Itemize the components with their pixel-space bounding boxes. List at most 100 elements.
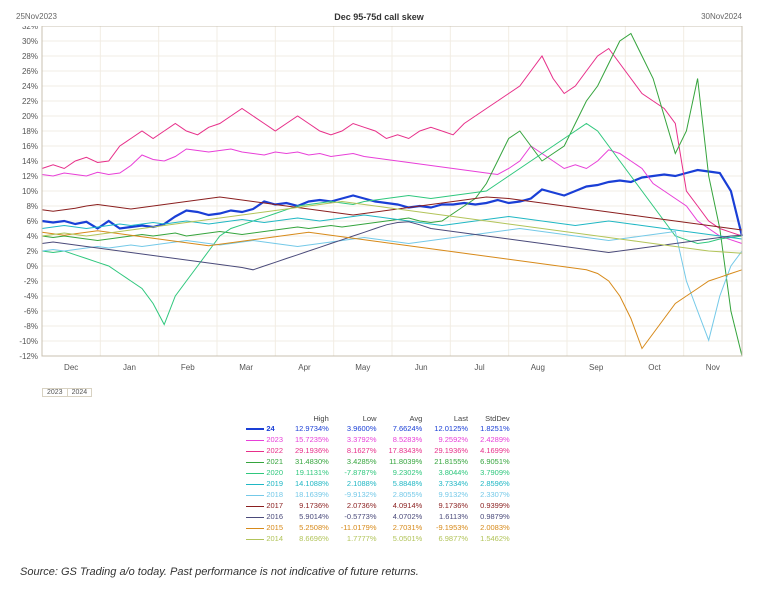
legend-low: -0.5773% [335,511,383,522]
legend-last: 3.7334% [428,478,474,489]
legend-last: 21.8155% [428,456,474,467]
legend-last: 6.9877% [428,533,474,544]
legend-low: 3.9600% [335,423,383,434]
svg-text:14%: 14% [22,157,38,166]
legend-last: 1.6113% [428,511,474,522]
legend-row-2014: 20148.6696%1.7777%5.0501%6.9877%1.5462% [242,533,515,544]
legend-avg: 2.7031% [383,522,429,533]
svg-text:24%: 24% [22,82,38,91]
svg-text:Mar: Mar [239,363,253,372]
svg-text:-2%: -2% [24,277,38,286]
legend-avg: 8.5283% [383,434,429,445]
svg-text:Nov: Nov [706,363,720,372]
chart-plot: 32%30%28%26%24%22%20%18%16%14%12%10%8%6%… [12,26,746,386]
chart-title: Dec 95-75d call skew [12,12,746,22]
svg-text:2%: 2% [26,247,38,256]
svg-text:Oct: Oct [648,363,661,372]
year-axis-labels: 2023 2024 [42,388,92,397]
legend-year: 2014 [264,533,289,544]
legend-std: 0.9879% [474,511,516,522]
svg-text:Dec: Dec [64,363,78,372]
legend-std: 2.8596% [474,478,516,489]
legend-avg: 5.0501% [383,533,429,544]
svg-text:16%: 16% [22,142,38,151]
legend-swatch [242,467,264,478]
year-label-2024: 2024 [68,389,92,396]
legend-col-High: High [289,414,335,423]
legend-high: 15.7235% [289,434,335,445]
legend-std: 1.8251% [474,423,516,434]
legend-swatch [242,445,264,456]
legend-swatch [242,533,264,544]
legend-avg: 2.8055% [383,489,429,500]
legend-year: 2016 [264,511,289,522]
legend-last: -9.1953% [428,522,474,533]
legend-year: 2019 [264,478,289,489]
legend-high: 18.1639% [289,489,335,500]
legend-year: 2018 [264,489,289,500]
legend-high: 8.6696% [289,533,335,544]
legend-low: 3.4285% [335,456,383,467]
svg-text:30%: 30% [22,37,38,46]
legend-std: 3.7909% [474,467,516,478]
legend-swatch [242,489,264,500]
legend-row-2017: 20179.1736%2.0736%4.0914%9.1736%0.9399% [242,500,515,511]
legend-year: 2023 [264,434,289,445]
legend-high: 9.1736% [289,500,335,511]
legend-row-2022: 202229.1936%8.1627%17.8343%29.1936%4.169… [242,445,515,456]
legend-swatch [242,500,264,511]
legend-avg: 4.0914% [383,500,429,511]
legend-std: 1.5462% [474,533,516,544]
svg-text:-12%: -12% [19,352,38,361]
chart-container: 25Nov2023 30Nov2024 Dec 95-75d call skew… [12,12,746,412]
legend-avg: 7.6624% [383,423,429,434]
legend-year: 2021 [264,456,289,467]
source-note: Source: GS Trading a/o today. Past perfo… [12,566,746,578]
legend-high: 31.4830% [289,456,335,467]
legend-col-swatch [264,414,289,423]
legend-swatch [242,423,264,434]
legend-last: 9.2592% [428,434,474,445]
svg-text:10%: 10% [22,187,38,196]
legend-std: 6.9051% [474,456,516,467]
svg-text:32%: 32% [22,26,38,31]
legend-year: 2020 [264,467,289,478]
legend-avg: 9.2302% [383,467,429,478]
legend-last: 12.0125% [428,423,474,434]
legend-row-2023: 202315.7235%3.3792%8.5283%9.2592%2.4289% [242,434,515,445]
legend-low: 2.1088% [335,478,383,489]
legend-swatch [242,478,264,489]
svg-text:Feb: Feb [181,363,195,372]
legend-row-2019: 201914.1088%2.1088%5.8848%3.7334%2.8596% [242,478,515,489]
svg-text:18%: 18% [22,127,38,136]
legend-low: -7.8787% [335,467,383,478]
legend-low: -9.9132% [335,489,383,500]
svg-text:Aug: Aug [531,363,545,372]
svg-text:-4%: -4% [24,292,38,301]
legend-row-2020: 202019.1131%-7.8787%9.2302%3.8044%3.7909… [242,467,515,478]
svg-text:0%: 0% [26,262,38,271]
legend-high: 5.9014% [289,511,335,522]
legend-high: 5.2508% [289,522,335,533]
legend-col-Low: Low [335,414,383,423]
legend-col-Avg: Avg [383,414,429,423]
svg-text:May: May [355,363,370,372]
legend-high: 29.1936% [289,445,335,456]
legend-std: 2.0083% [474,522,516,533]
svg-text:-10%: -10% [19,337,38,346]
legend-row-24: 2412.9734%3.9600%7.6624%12.0125%1.8251% [242,423,515,434]
legend-std: 4.1699% [474,445,516,456]
legend-std: 0.9399% [474,500,516,511]
legend-row-2021: 202131.4830%3.4285%11.8039%21.8155%6.905… [242,456,515,467]
legend-row-2015: 20155.2508%-11.0179%2.7031%-9.1953%2.008… [242,522,515,533]
svg-text:-6%: -6% [24,307,38,316]
legend-low: 3.3792% [335,434,383,445]
svg-text:Sep: Sep [589,363,604,372]
legend-col-swatch [242,414,264,423]
legend-swatch [242,434,264,445]
legend-last: 9.1736% [428,500,474,511]
legend-col-Last: Last [428,414,474,423]
legend-avg: 4.0702% [383,511,429,522]
legend-row-2018: 201818.1639%-9.9132%2.8055%9.9132%2.3307… [242,489,515,500]
svg-text:6%: 6% [26,217,38,226]
